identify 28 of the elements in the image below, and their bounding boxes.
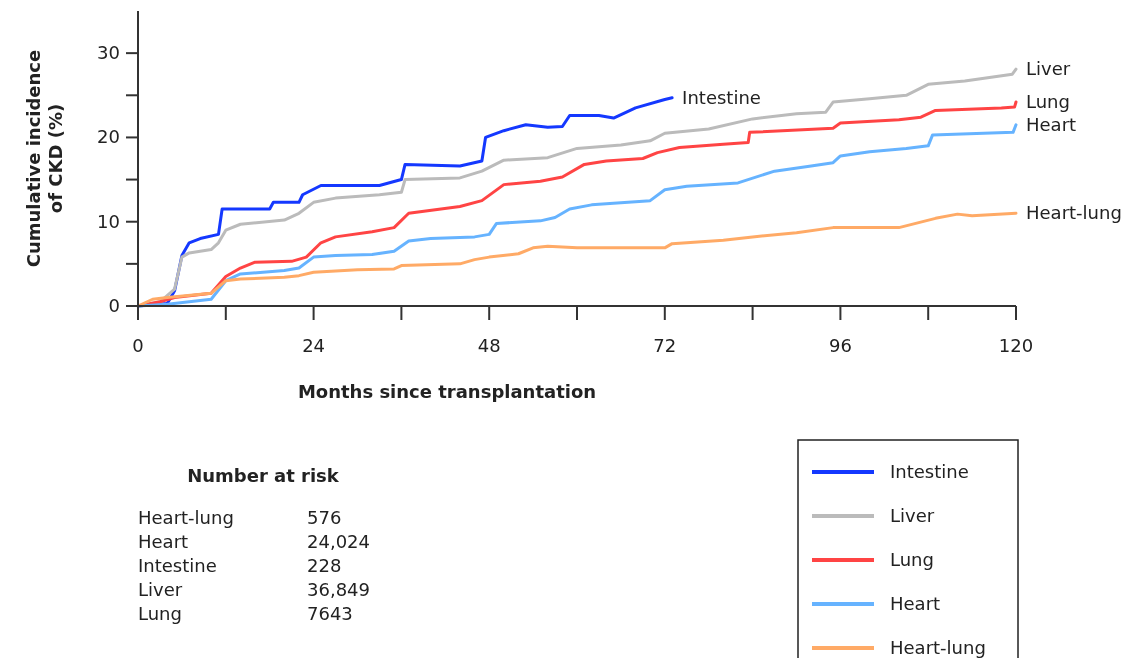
y-tick-label: 20	[97, 126, 120, 148]
legend-label: Intestine	[890, 461, 969, 482]
text: Liver 36,849	[138, 579, 370, 600]
text: Lung 7643	[138, 603, 353, 624]
y-tick-label: 30	[97, 42, 120, 64]
x-tick-label: 24	[302, 335, 326, 356]
text: Liver	[1026, 58, 1071, 80]
text: Intestine	[682, 86, 761, 108]
x-tick-label: 96	[828, 335, 852, 356]
y-tick-label: 0	[108, 295, 120, 316]
y-tick-label: 10	[97, 210, 120, 232]
text: Heart	[1026, 113, 1077, 135]
text: Intestine 228	[138, 555, 342, 576]
legend-label: Heart-lung	[890, 637, 986, 658]
y-axis-title: Cumulative incidence of CKD (%)	[23, 49, 66, 268]
x-tick-label: 0	[132, 335, 144, 356]
x-tick-label: 48	[477, 335, 501, 356]
x-axis-title: Months since transplantation	[297, 381, 597, 402]
text: Number at risk	[187, 465, 340, 486]
text: Lung	[1026, 91, 1070, 113]
legend-label: Lung	[890, 549, 934, 570]
text: Heart-lung 576	[138, 507, 342, 528]
text: Heart-lung	[1026, 202, 1122, 224]
legend-label: Heart	[890, 593, 941, 614]
x-tick-label: 72	[653, 335, 677, 356]
x-tick-label: 120	[998, 335, 1034, 356]
text: Heart 24,024	[138, 531, 370, 552]
legend-label: Liver	[890, 505, 935, 526]
